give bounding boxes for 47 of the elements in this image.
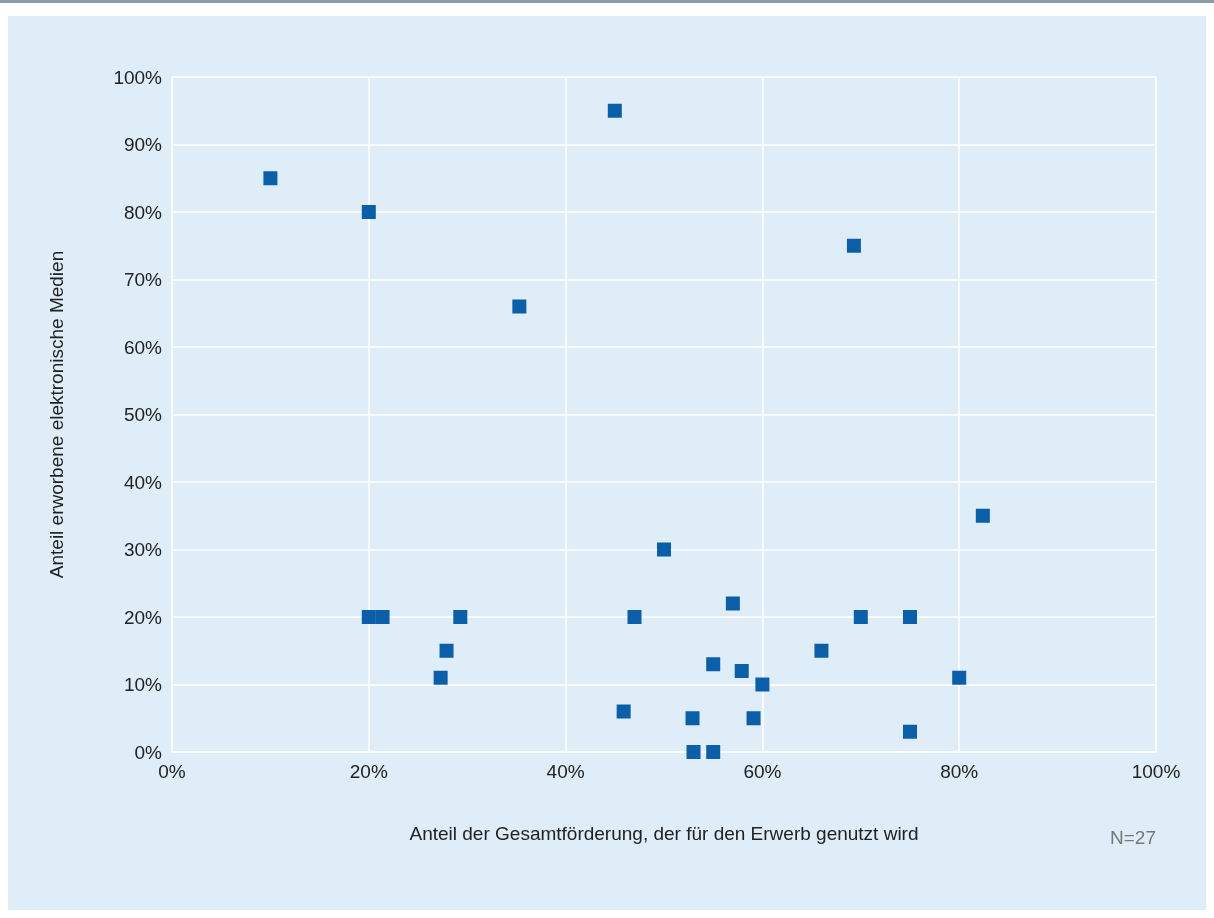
point [686, 745, 701, 759]
point [746, 711, 761, 726]
y-tick-label: 70% [123, 269, 163, 290]
y-tick-label: 20% [123, 606, 163, 628]
y-tick-label: 10% [123, 674, 163, 695]
text: N=27 [1110, 827, 1156, 848]
point [706, 657, 721, 672]
x-tick-label: 0% [158, 761, 186, 782]
y-tick-label: 80% [123, 201, 163, 223]
point [685, 711, 700, 726]
point [361, 205, 376, 219]
y-tick-label: 90% [123, 134, 163, 155]
point [814, 643, 829, 658]
point [755, 677, 770, 692]
point [903, 610, 917, 624]
x-tick-label: 40% [546, 761, 585, 782]
point [263, 171, 278, 186]
point [975, 508, 990, 523]
y-tick-label: 0% [134, 741, 163, 763]
point [734, 664, 749, 678]
point [952, 670, 967, 685]
point [453, 610, 468, 624]
point [657, 542, 671, 557]
y-tick-label: 40% [123, 471, 163, 493]
point [903, 724, 917, 739]
x-tick-label: 100% [1131, 761, 1181, 782]
point [725, 596, 740, 611]
x-tick-label: 80% [940, 761, 979, 782]
y-tick-label: 30% [123, 539, 163, 560]
point [616, 704, 631, 719]
point [846, 238, 861, 253]
point [361, 610, 376, 624]
point [607, 103, 622, 118]
x-tick-label: 20% [349, 761, 388, 782]
y-tick-label: 100% [113, 66, 163, 88]
x-axis-title: Anteil der Gesamtförderung, der für den Erwerb genutzt wird [409, 823, 919, 844]
point [433, 670, 448, 685]
point [512, 299, 527, 314]
y-tick-label: 60% [123, 336, 163, 358]
x-tick-label: 60% [743, 761, 782, 782]
point [375, 610, 390, 624]
point [439, 643, 454, 658]
point [706, 745, 721, 759]
point [853, 610, 868, 624]
y-axis-title: Anteil erworbene elektronische Medien [46, 250, 67, 579]
point [627, 610, 642, 624]
y-tick-label: 50% [123, 404, 163, 425]
